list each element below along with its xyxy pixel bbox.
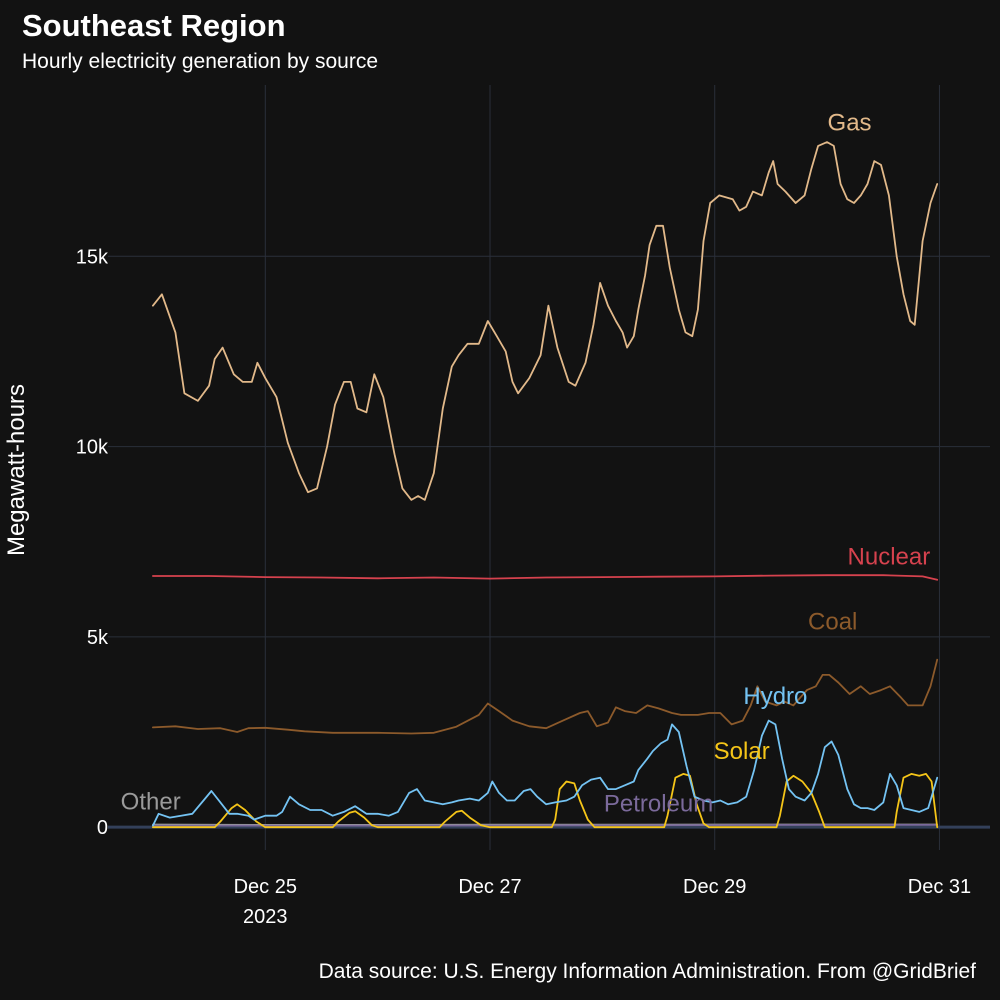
x-tick-label-dec-29: Dec 29: [683, 876, 746, 898]
source-note: Data source: U.S. Energy Information Adm…: [318, 960, 976, 983]
chart-subtitle: Hourly electricity generation by source: [22, 50, 378, 73]
y-tick-label-10k: 10k: [76, 437, 109, 459]
series-label-coal: Coal: [808, 608, 857, 635]
series-line-hydro: [152, 719, 939, 827]
series-line-petroleum: [152, 824, 939, 827]
x-tick-label-dec-25: Dec 25: [234, 876, 297, 898]
y-tick-label-15k: 15k: [76, 246, 109, 268]
series-label-petroleum: Petroleum: [604, 791, 713, 818]
y-tick-label-5k: 5k: [87, 627, 109, 649]
y-tick-label-0: 0: [97, 817, 108, 839]
series-lines: [152, 141, 939, 829]
series-label-gas: Gas: [828, 110, 872, 137]
x-tick-label-dec-31: Dec 31: [908, 876, 971, 898]
series-label-nuclear: Nuclear: [848, 544, 931, 571]
x-tick-sublabel-2023: 2023: [243, 906, 288, 928]
series-line-solar: [152, 773, 939, 829]
chart-title: Southeast Region: [22, 8, 286, 43]
series-label-other: Other: [121, 789, 181, 816]
series-line-gas: [152, 141, 939, 501]
series-line-nuclear: [152, 574, 939, 581]
series-label-solar: Solar: [714, 738, 770, 765]
x-tick-label-dec-27: Dec 27: [458, 876, 521, 898]
series-label-hydro: Hydro: [743, 683, 807, 710]
axis-tick-labels: Dec 25 2023 Dec 27 Dec 29 Dec 31 0 5k 10k 15k: [76, 246, 971, 928]
series-line-coal: [152, 658, 939, 735]
